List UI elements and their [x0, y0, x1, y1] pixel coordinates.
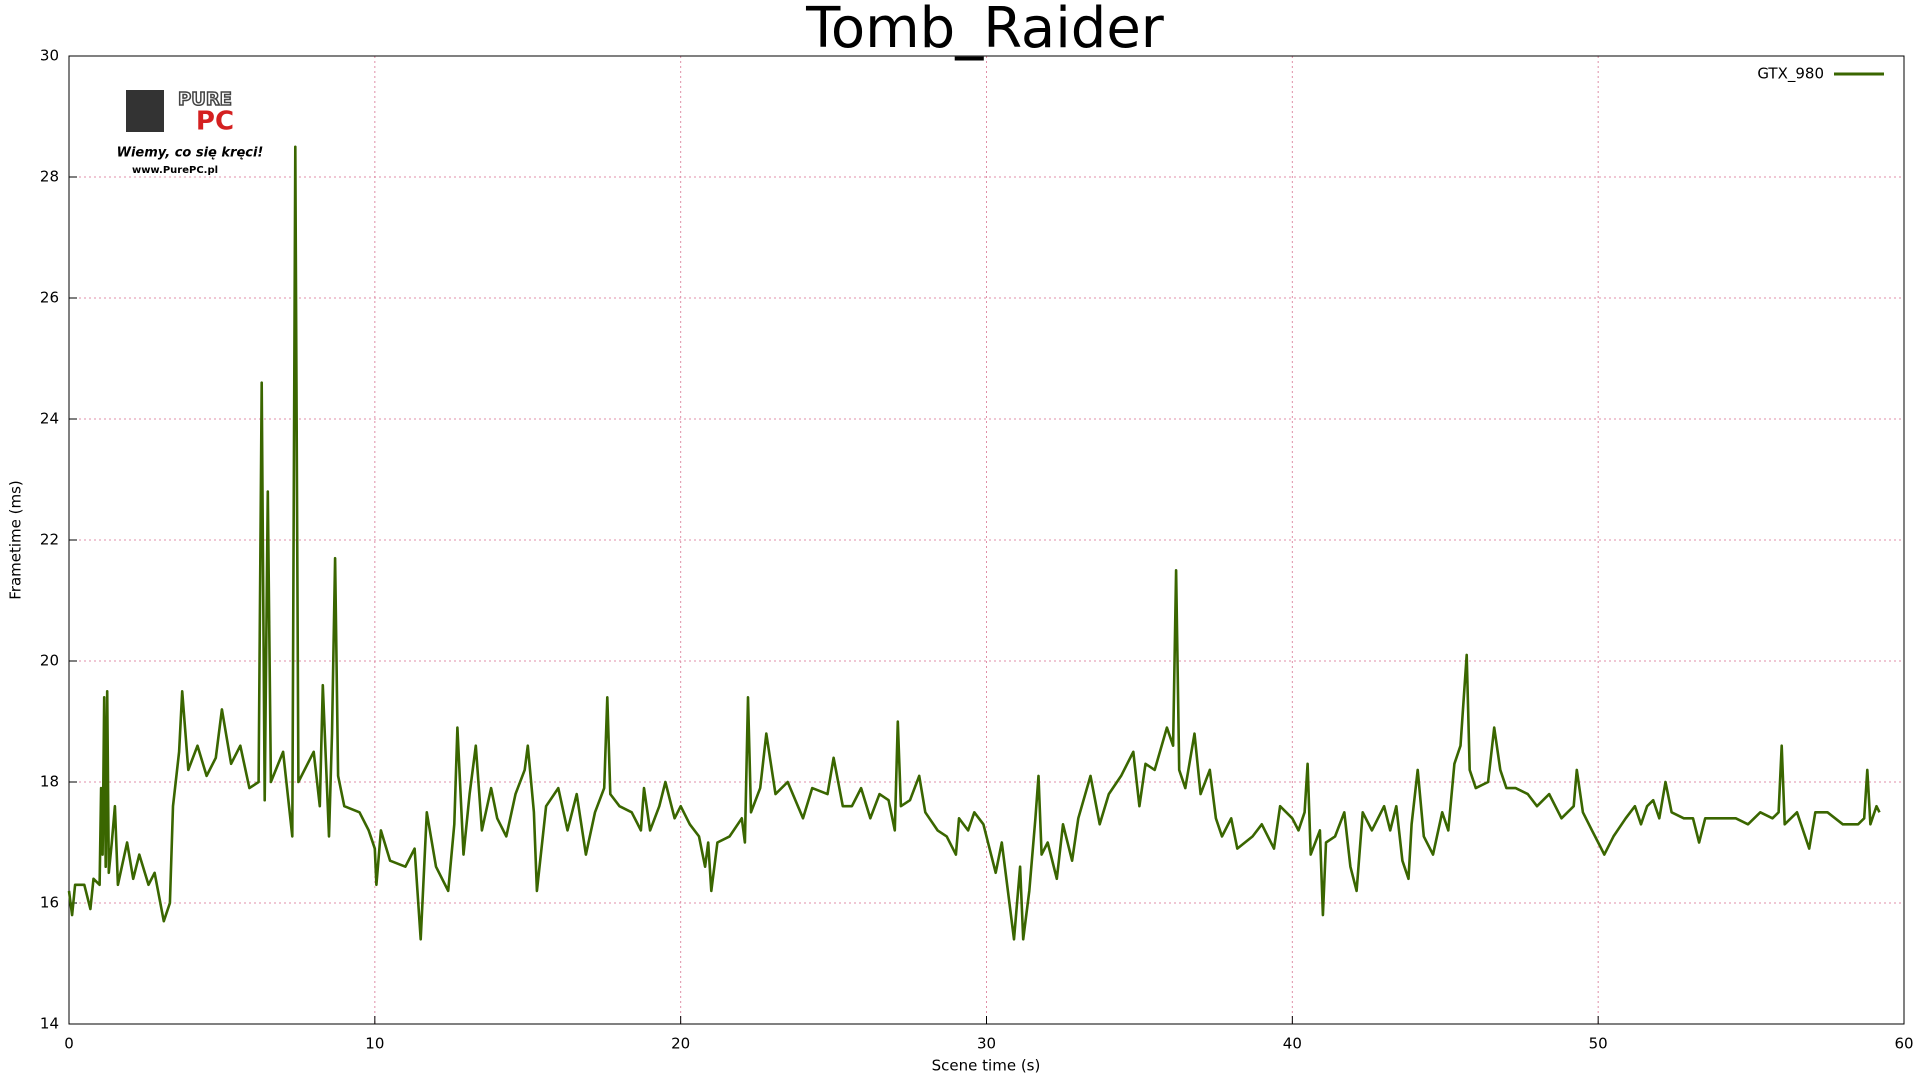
- logo: PURE PC Wiemy, co się kręci! www.PurePC.…: [117, 88, 264, 176]
- y-tick-label: 18: [40, 773, 59, 791]
- y-tick-label: 24: [40, 410, 59, 428]
- x-tick-label: 20: [671, 1035, 690, 1053]
- y-tick-label: 14: [40, 1015, 59, 1033]
- plot-frame: [68, 55, 1905, 1025]
- y-tick-label: 30: [40, 47, 59, 65]
- y-tick-label: 28: [40, 168, 59, 186]
- y-axis-label: Frametime (ms): [7, 480, 25, 600]
- x-tick-label: 0: [64, 1035, 74, 1053]
- y-tick-label: 22: [40, 531, 59, 549]
- y-tick-label: 20: [40, 652, 59, 670]
- logo-brand-bottom: PC: [196, 107, 234, 137]
- x-tick-label: 60: [1894, 1035, 1913, 1053]
- x-tick-label: 40: [1283, 1035, 1302, 1053]
- logo-url: www.PurePC.pl: [132, 165, 218, 176]
- x-tick-label: 10: [365, 1035, 384, 1053]
- y-tick-label: 16: [40, 894, 59, 912]
- x-tick-label: 30: [977, 1035, 996, 1053]
- x-tick-label: 50: [1589, 1035, 1608, 1053]
- chart-title: Tomb_Raider: [805, 0, 1165, 61]
- series-line: [67, 145, 1881, 941]
- x-axis-label: Scene time (s): [932, 1057, 1041, 1075]
- logo-brand-top: PURE: [178, 89, 232, 110]
- logo-slogan: Wiemy, co się kręci!: [117, 146, 264, 161]
- legend-label: GTX_980: [1757, 65, 1824, 84]
- y-tick-label: 26: [40, 289, 59, 307]
- logo-box: [126, 90, 164, 132]
